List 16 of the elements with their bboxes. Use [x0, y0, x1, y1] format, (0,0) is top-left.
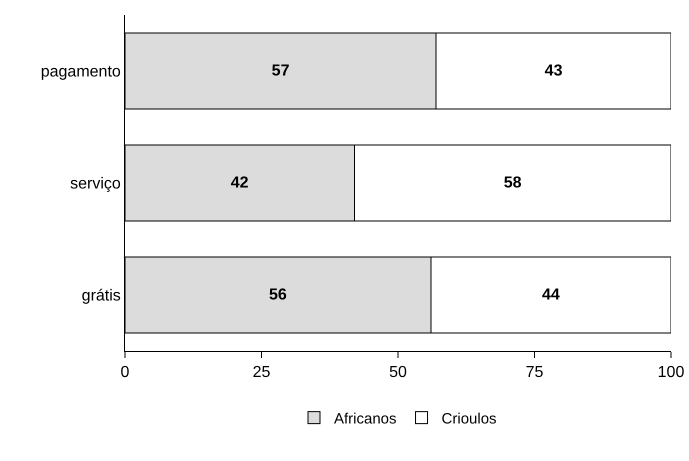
y-tick-label: serviço — [70, 176, 121, 193]
data-label: 43 — [544, 62, 563, 80]
x-tick-label: 75 — [526, 364, 544, 382]
legend-label: Crioulos — [442, 410, 497, 428]
y-tick-label: pagamento — [40, 64, 121, 81]
legend-label: Africanos — [334, 410, 397, 428]
data-label: 58 — [504, 174, 522, 192]
data-label: 56 — [268, 286, 287, 304]
x-tick-label: 100 — [658, 364, 684, 382]
x-tick-label: 0 — [120, 364, 130, 382]
data-label: 42 — [230, 174, 249, 192]
data-label: 44 — [542, 286, 560, 304]
y-tick-label: grátis — [82, 288, 121, 305]
x-tick-label: 50 — [389, 364, 407, 382]
x-tick-label: 25 — [252, 364, 270, 382]
data-label: 57 — [272, 62, 290, 80]
